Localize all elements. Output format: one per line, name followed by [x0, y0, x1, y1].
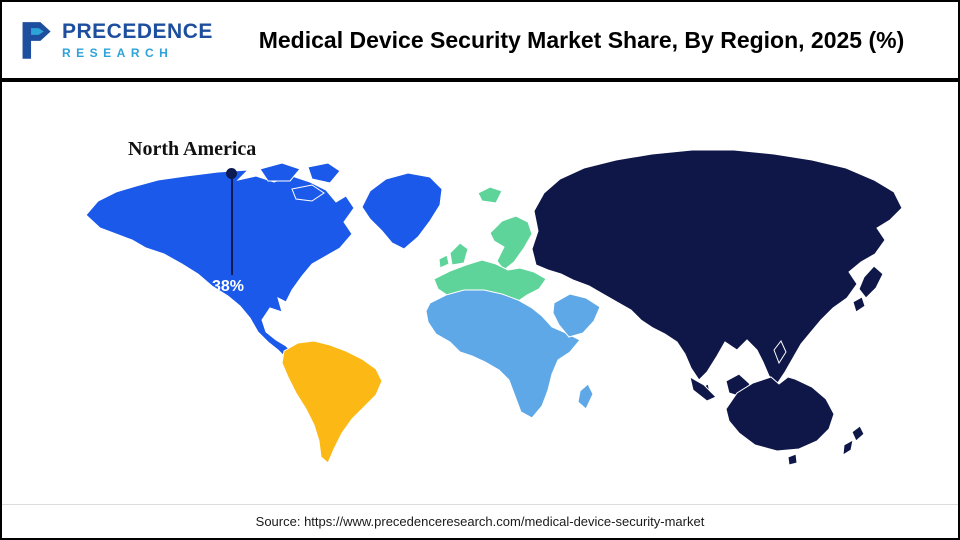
chart-title: Medical Device Security Market Share, By…	[258, 26, 905, 53]
islands-canadian-arctic	[307, 162, 341, 184]
island-greenland	[361, 172, 443, 250]
logo-mark-icon	[22, 22, 51, 59]
islands-japan	[852, 296, 866, 313]
logo: PRECEDENCE RESEARCH	[20, 19, 235, 61]
island-madagascar	[577, 383, 594, 410]
region-arabian-peninsula	[552, 293, 601, 338]
region-scandinavia	[489, 215, 533, 271]
logo-text-precedence: PRECEDENCE	[62, 20, 213, 43]
continent-north-america	[85, 169, 355, 359]
island-sumatra	[689, 375, 717, 402]
island-great-britain	[449, 242, 469, 266]
logo-text: PRECEDENCE RESEARCH	[62, 20, 213, 60]
islands-japan	[858, 265, 884, 299]
region-label-north-america: North America	[128, 138, 257, 160]
logo-text-research: RESEARCH	[62, 46, 174, 60]
islands-new-zealand	[842, 439, 854, 456]
continent-australia	[725, 376, 835, 452]
header: PRECEDENCE RESEARCH Medical Device Secur…	[2, 2, 958, 82]
world-map	[85, 149, 903, 466]
islands-philippines	[773, 340, 787, 365]
map-area: North America 38%	[2, 86, 958, 501]
islands-new-zealand	[851, 425, 865, 442]
islands-canadian-arctic	[259, 162, 301, 182]
islands-canadian-arctic	[291, 184, 325, 202]
island-ireland	[438, 254, 450, 269]
footer: Source: https://www.precedenceresearch.c…	[2, 504, 958, 538]
island-iceland	[477, 186, 503, 204]
leader-line	[231, 179, 233, 275]
source-text: Source: https://www.precedenceresearch.c…	[255, 514, 705, 529]
leader-dot	[226, 168, 237, 179]
continent-asia	[531, 149, 903, 385]
region-value-label: 38%	[212, 278, 245, 295]
island-tasmania	[787, 453, 798, 466]
continent-africa	[425, 289, 581, 419]
continent-south-america	[281, 340, 383, 464]
